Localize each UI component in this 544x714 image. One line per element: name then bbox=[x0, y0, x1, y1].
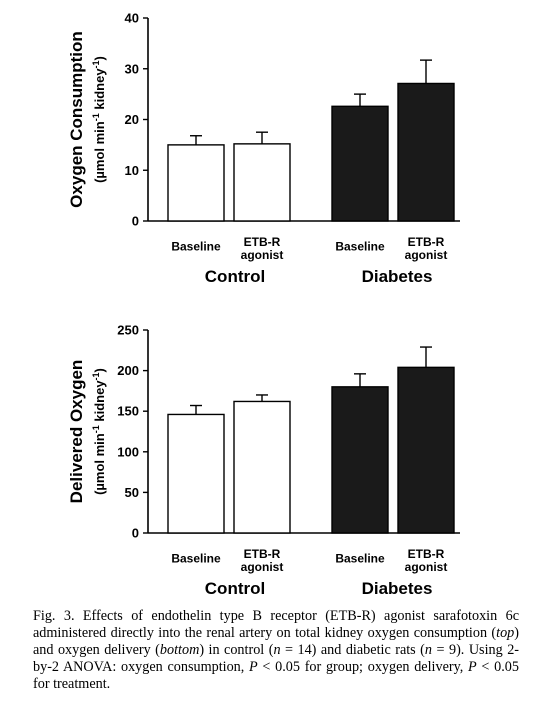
figure: 0 10 20 30 40 Baseline ETB-R agonist Baseline ETB… bbox=[67, 11, 460, 598]
y-tick-label: 150 bbox=[117, 404, 139, 419]
category-label: agonist bbox=[405, 560, 448, 574]
y-tick-label: 10 bbox=[125, 163, 139, 178]
bar bbox=[167, 413, 225, 534]
category-label: ETB-R bbox=[244, 235, 281, 249]
y-tick-label: 200 bbox=[117, 363, 139, 378]
unit-superscript: -1 bbox=[91, 60, 101, 68]
category-label: Baseline bbox=[171, 552, 221, 566]
category-label: agonist bbox=[241, 560, 284, 574]
unit-text: (µmol min bbox=[92, 121, 107, 183]
caption-italic: n bbox=[273, 642, 281, 658]
y-tick-label: 30 bbox=[125, 61, 139, 76]
caption-text: = 14) and diabetic rats ( bbox=[280, 642, 425, 658]
caption-italic: P bbox=[249, 659, 258, 675]
y-tick-label: 50 bbox=[125, 485, 139, 500]
unit-superscript: -1 bbox=[91, 372, 101, 380]
y-tick-label: 40 bbox=[125, 11, 139, 26]
y-tick-label: 250 bbox=[117, 323, 139, 338]
caption-text: < 0.05 for treatment. bbox=[33, 659, 519, 692]
category-label: Baseline bbox=[335, 240, 385, 254]
y-axis-unit: (µmol min-1 kidney-1) bbox=[91, 368, 107, 495]
caption-italic: bottom bbox=[159, 642, 200, 658]
caption-italic: P bbox=[468, 659, 477, 675]
y-axis-title: Oxygen Consumption bbox=[67, 31, 86, 208]
unit-text: (µmol min bbox=[92, 433, 107, 495]
bar bbox=[233, 400, 291, 534]
caption-italic: n bbox=[424, 642, 433, 658]
bar bbox=[397, 366, 455, 534]
y-tick-label: 0 bbox=[132, 214, 139, 229]
y-tick-label: 100 bbox=[117, 444, 139, 459]
bar bbox=[233, 143, 291, 222]
category-label: ETB-R bbox=[408, 547, 445, 561]
category-label: agonist bbox=[241, 248, 284, 262]
unit-text: kidney bbox=[92, 380, 107, 426]
group-label: Diabetes bbox=[362, 579, 433, 598]
caption-text: < 0.05 for group; oxygen delivery, bbox=[257, 659, 469, 675]
y-axis-unit: (µmol min-1 kidney-1) bbox=[91, 56, 107, 183]
group-label: Diabetes bbox=[362, 267, 433, 286]
group-label: Control bbox=[205, 267, 265, 286]
figure-caption: Fig. 3. Effects of endothelin type B rec… bbox=[33, 608, 519, 693]
bar bbox=[331, 386, 389, 534]
category-label: Baseline bbox=[171, 240, 221, 254]
category-label: Baseline bbox=[335, 552, 385, 566]
group-label: Control bbox=[205, 579, 265, 598]
caption-text: ) and oxygen delivery ( bbox=[33, 625, 519, 658]
category-label: ETB-R bbox=[408, 235, 445, 249]
y-tick-label: 0 bbox=[132, 526, 139, 541]
category-label: agonist bbox=[405, 248, 448, 262]
caption-text: = 9). Using 2-by-2 ANOVA: oxygen consump… bbox=[33, 642, 520, 675]
unit-text: ) bbox=[92, 368, 107, 372]
unit-superscript: -1 bbox=[91, 425, 101, 433]
unit-text: ) bbox=[92, 56, 107, 60]
bar bbox=[397, 82, 455, 222]
y-tick-label: 20 bbox=[125, 112, 139, 127]
caption-italic: top bbox=[496, 625, 515, 641]
unit-text: kidney bbox=[92, 68, 107, 114]
bar bbox=[331, 105, 389, 222]
y-axis-title: Delivered Oxygen bbox=[67, 360, 86, 504]
caption-text: Fig. 3. Effects of endothelin type B rec… bbox=[33, 608, 519, 641]
caption-text: ) in control ( bbox=[199, 642, 274, 658]
category-label: ETB-R bbox=[244, 547, 281, 561]
bar bbox=[167, 144, 225, 222]
unit-superscript: -1 bbox=[91, 113, 101, 121]
